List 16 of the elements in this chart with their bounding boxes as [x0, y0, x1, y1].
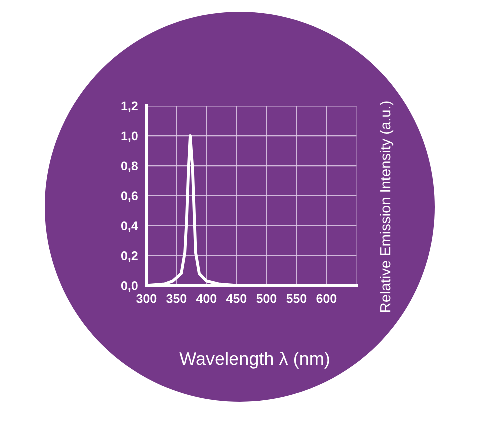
y-tick-label: 0,2 [121, 252, 138, 262]
x-tick-label: 450 [226, 294, 247, 304]
y-axis-title: Relative Emission Intensity (a.u.) [380, 102, 394, 312]
y-tick-label: 1,0 [122, 132, 138, 142]
y-tick-label: 0,6 [121, 192, 138, 202]
x-tick-label: 400 [196, 294, 217, 304]
y-tick-label: 0,0 [121, 282, 138, 292]
x-axis-title: Wavelength λ (nm) [180, 352, 330, 369]
y-tick-label: 1,2 [122, 102, 138, 112]
y-tick-label: 0,8 [121, 162, 138, 172]
x-tick-label: 300 [136, 294, 157, 304]
x-tick-label: 500 [256, 294, 277, 304]
y-tick-label: 0,4 [121, 222, 138, 232]
x-tick-label: 550 [286, 294, 307, 304]
x-tick-label: 600 [316, 294, 337, 304]
x-tick-label: 350 [166, 294, 187, 304]
